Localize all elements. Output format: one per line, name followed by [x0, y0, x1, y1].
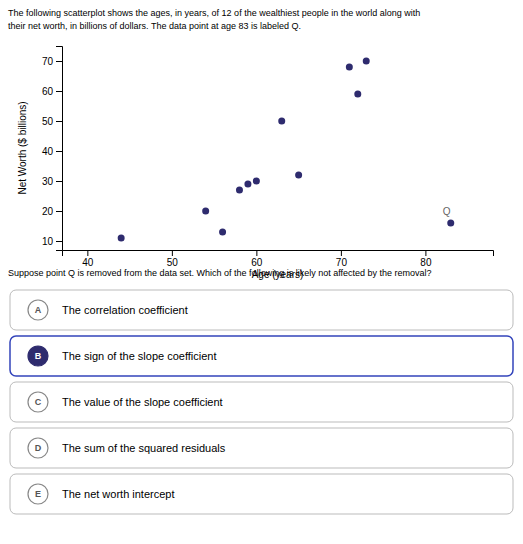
tick: 70	[42, 56, 62, 67]
option-label: E	[35, 489, 41, 499]
tick-mark	[56, 61, 62, 62]
option-text: The correlation coefficient	[62, 304, 188, 316]
option-badge	[28, 300, 48, 320]
tick-mark	[87, 250, 88, 256]
option-box[interactable]	[10, 290, 513, 330]
tick: 50	[42, 116, 62, 127]
point	[253, 178, 260, 185]
page: The following scatterplot shows the ages…	[0, 0, 523, 544]
option-badge	[28, 484, 48, 504]
tick: 40	[42, 146, 62, 157]
tick-label: 40	[82, 257, 94, 268]
tick-label: 30	[42, 176, 54, 187]
annotation: Q	[443, 206, 451, 217]
tick-label: 50	[42, 116, 54, 127]
option: D The sum of the squared residuals	[10, 428, 513, 468]
tick: 50	[167, 250, 179, 268]
point	[363, 58, 370, 65]
option-label: C	[35, 397, 42, 407]
title: The following scatterplot shows the ages…	[8, 8, 420, 31]
tick: 40	[82, 250, 94, 268]
point	[354, 91, 361, 98]
point	[236, 187, 243, 194]
tick-label: 60	[42, 86, 54, 97]
option: B The sign of the slope coefficient	[10, 336, 513, 376]
axis-line	[63, 251, 494, 257]
option-badge	[28, 438, 48, 458]
tick-label: 80	[420, 257, 432, 268]
tick-label: 40	[42, 146, 54, 157]
tick-mark	[425, 250, 426, 256]
option-box[interactable]	[10, 474, 513, 514]
tick-mark	[56, 121, 62, 122]
point	[346, 64, 353, 71]
tick: 70	[336, 250, 348, 268]
plot: 405060708010203040506070Age (years)Net W…	[17, 47, 494, 281]
tick-mark	[56, 181, 62, 182]
tick-mark	[56, 151, 62, 152]
option: A The correlation coefficient	[10, 290, 513, 330]
option-text: The sign of the slope coefficient	[62, 350, 217, 362]
tick-mark	[56, 241, 62, 242]
tick: 60	[251, 250, 263, 268]
point	[295, 172, 302, 179]
tick-label: 70	[336, 257, 348, 268]
x-axis: 40 50 60 70 80	[63, 250, 494, 268]
tick-mark	[256, 250, 257, 256]
title-line: their net worth, in billions of dollars.…	[8, 21, 301, 31]
tick-label: 50	[167, 257, 179, 268]
point	[219, 229, 226, 236]
point	[244, 181, 251, 188]
tick: 10	[42, 236, 62, 247]
option-label: A	[35, 305, 42, 315]
points	[118, 58, 455, 242]
option: E The net worth intercept	[10, 474, 513, 514]
option-badge	[28, 346, 48, 366]
option: C The value of the slope coefficient	[10, 382, 513, 422]
option-box[interactable]	[10, 428, 513, 468]
point	[447, 220, 454, 227]
option-badge	[28, 392, 48, 412]
tick-mark	[56, 91, 62, 92]
tick-label: 70	[42, 56, 54, 67]
tick: 60	[42, 86, 62, 97]
question: Suppose point Q is removed from the data…	[8, 268, 432, 278]
tick-mark	[341, 250, 342, 256]
point	[202, 208, 209, 215]
option-text: The net worth intercept	[62, 488, 175, 500]
point	[118, 235, 125, 242]
point	[278, 118, 285, 125]
option-label: D	[35, 443, 42, 453]
tick: 30	[42, 176, 62, 187]
tick-label: 20	[42, 206, 54, 217]
y-axis: 10 20 30 40 50 60 70	[42, 47, 63, 251]
option-text: The value of the slope coefficient	[62, 396, 223, 408]
option-text: The sum of the squared residuals	[62, 442, 226, 454]
tick-label: 10	[42, 236, 54, 247]
option-label: B	[35, 351, 42, 361]
y-axis-label: Net Worth ($ billions)	[17, 101, 28, 194]
axis-line	[56, 47, 63, 251]
tick-mark	[56, 211, 62, 212]
tick: 20	[42, 206, 62, 217]
title-line: The following scatterplot shows the ages…	[8, 8, 420, 18]
tick: 80	[420, 250, 432, 268]
tick-label: 60	[251, 257, 263, 268]
option-box[interactable]	[10, 336, 513, 376]
option-box[interactable]	[10, 382, 513, 422]
tick-mark	[172, 250, 173, 256]
